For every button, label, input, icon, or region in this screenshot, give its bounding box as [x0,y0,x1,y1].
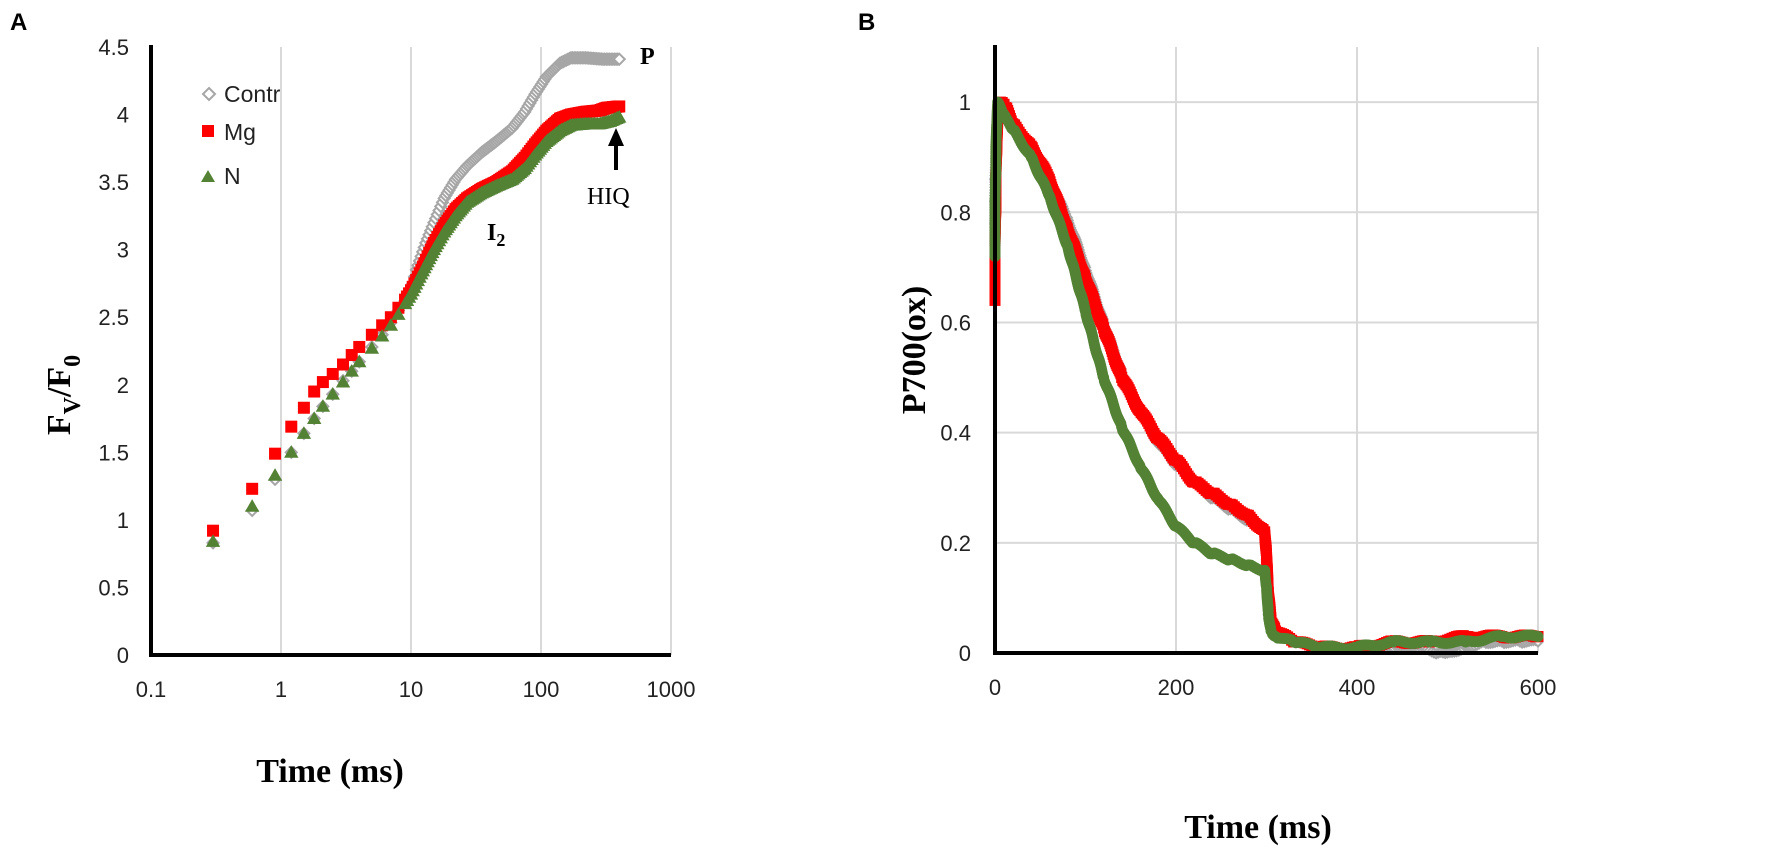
panel-a-point-n [306,411,322,424]
panel-a-x-title: Time (ms) [256,753,404,790]
panel-a-y-tick-label: 0 [117,643,129,668]
panel-b-x-tick-label: 400 [1339,675,1376,700]
panel-a-point-mg [308,385,321,398]
panel-b-y-ticks: 0 0.2 0.4 0.6 0.8 1 [940,90,971,666]
panel-a-y-tick-label: 4 [117,103,129,128]
panel-a-x-tick-label: 10 [399,677,423,702]
panel-b-x-tick-label: 200 [1158,675,1195,700]
panel-a-point-mg [365,328,378,341]
panel-a-x-tick-label: 0.1 [136,677,167,702]
panel-a-letter: A [10,9,27,36]
panel-a-point-mg [297,401,310,414]
panel-a: A 0 0.5 1 1.5 2 2.5 3 3.5 4 4.5 0.1 1 10 100 1000 Tim… [10,9,695,790]
panel-b-y-tick-label: 0.6 [940,310,971,335]
annotation-i2-main: I [487,220,496,246]
panel-a-point-n [325,387,340,400]
legend-n-marker [201,170,215,182]
annotation-p: P [640,44,655,70]
panel-a-y-ticks: 0 0.5 1 1.5 2 2.5 3 3.5 4 4.5 [98,35,129,668]
panel-b-y-tick-label: 0.8 [940,200,971,225]
panel-a-point-n [364,341,380,354]
panel-b-axes [993,45,1538,655]
panel-a-point-mg [337,358,350,371]
annotation-i2: I2 [487,220,505,250]
panel-b-y-tick-label: 1 [959,90,971,115]
panel-b-point-n [1532,630,1544,642]
panel-a-x-tick-label: 100 [523,677,560,702]
panel-a-point-n [267,468,283,481]
panel-a-y-tick-label: 1 [117,508,129,533]
panel-a-point-mg [207,524,220,537]
panel-a-y-title: FV/F0 [41,355,86,435]
panel-a-point-n [296,426,312,439]
panel-a-y-tick-label: 3.5 [98,170,129,195]
panel-a-legend: Contr Mg N [201,81,281,189]
panel-a-point-mg [353,340,366,353]
y-title-sub-0: 0 [60,355,86,367]
panel-a-point-mg [246,482,259,495]
panel-a-point-n [344,364,359,377]
panel-b-x-title: Time (ms) [1184,809,1332,846]
panel-b-x-tick-label: 0 [989,675,1001,700]
panel-b: B 0 0.2 0.4 0.6 0.8 1 0 200 400 600 Time (ms) P7… [858,9,1556,846]
panel-a-point-mg [326,367,339,380]
panel-a-x-tick-label: 1 [275,677,287,702]
annotation-i2-sub: 2 [496,230,505,250]
panel-a-point-n [244,499,260,512]
panel-b-series [989,96,1544,660]
legend-contr-label: Contr [224,81,281,107]
panel-a-y-tick-label: 1.5 [98,440,129,465]
panel-a-x-tick-label: 1000 [647,677,696,702]
panel-b-x-ticks: 0 200 400 600 [989,675,1556,700]
panel-a-point-mg [316,376,329,389]
panel-b-letter: B [858,9,875,36]
panel-a-y-tick-label: 2 [117,373,129,398]
panel-b-series-n [989,96,1544,655]
panel-a-point-n [352,354,367,368]
panel-a-y-tick-label: 3 [117,238,129,263]
panel-a-point-n [205,534,221,547]
panel-a-point-n [391,307,406,320]
panel-a-y-tick-label: 4.5 [98,35,129,60]
panel-a-axes [149,45,671,657]
panel-a-point-n [284,445,299,458]
panel-b-x-tick-label: 600 [1520,675,1557,700]
panel-a-point-n [612,110,627,123]
y-title-slash-f: /F [41,367,78,398]
annotation-hiq: HIQ [587,184,630,210]
panel-a-point-n [335,374,351,388]
panel-a-point-mg [384,311,397,324]
panel-a-point-mg [613,100,626,113]
panel-a-point-n [383,318,399,331]
panel-b-y-tick-label: 0.2 [940,531,971,556]
panel-a-series-n [205,110,627,547]
y-title-sub-v: V [60,396,86,414]
panel-a-y-tick-label: 0.5 [98,575,129,600]
legend-mg-marker [202,125,214,137]
panel-a-point-mg [269,447,282,460]
panel-b-y-title: P700(ox) [896,286,933,414]
panel-b-y-tick-label: 0.4 [940,421,971,446]
panel-a-y-tick-label: 2.5 [98,305,129,330]
annotation-hiq-arrow-head [608,128,624,146]
legend-n-label: N [224,163,241,189]
panel-b-y-tick-label: 0 [959,641,971,666]
panel-a-point-n [315,399,331,412]
panel-a-series-mg [207,100,626,537]
legend-mg-label: Mg [224,119,256,145]
y-title-f: F [41,414,78,435]
panel-a-series [205,50,627,550]
panel-a-point-mg [285,420,298,433]
panel-a-point-n [374,328,390,342]
panel-a-point-contr [612,52,627,67]
panel-a-series-contr [206,50,627,550]
legend-contr-marker [201,86,217,102]
panel-a-x-ticks: 0.1 1 10 100 1000 [136,677,696,702]
